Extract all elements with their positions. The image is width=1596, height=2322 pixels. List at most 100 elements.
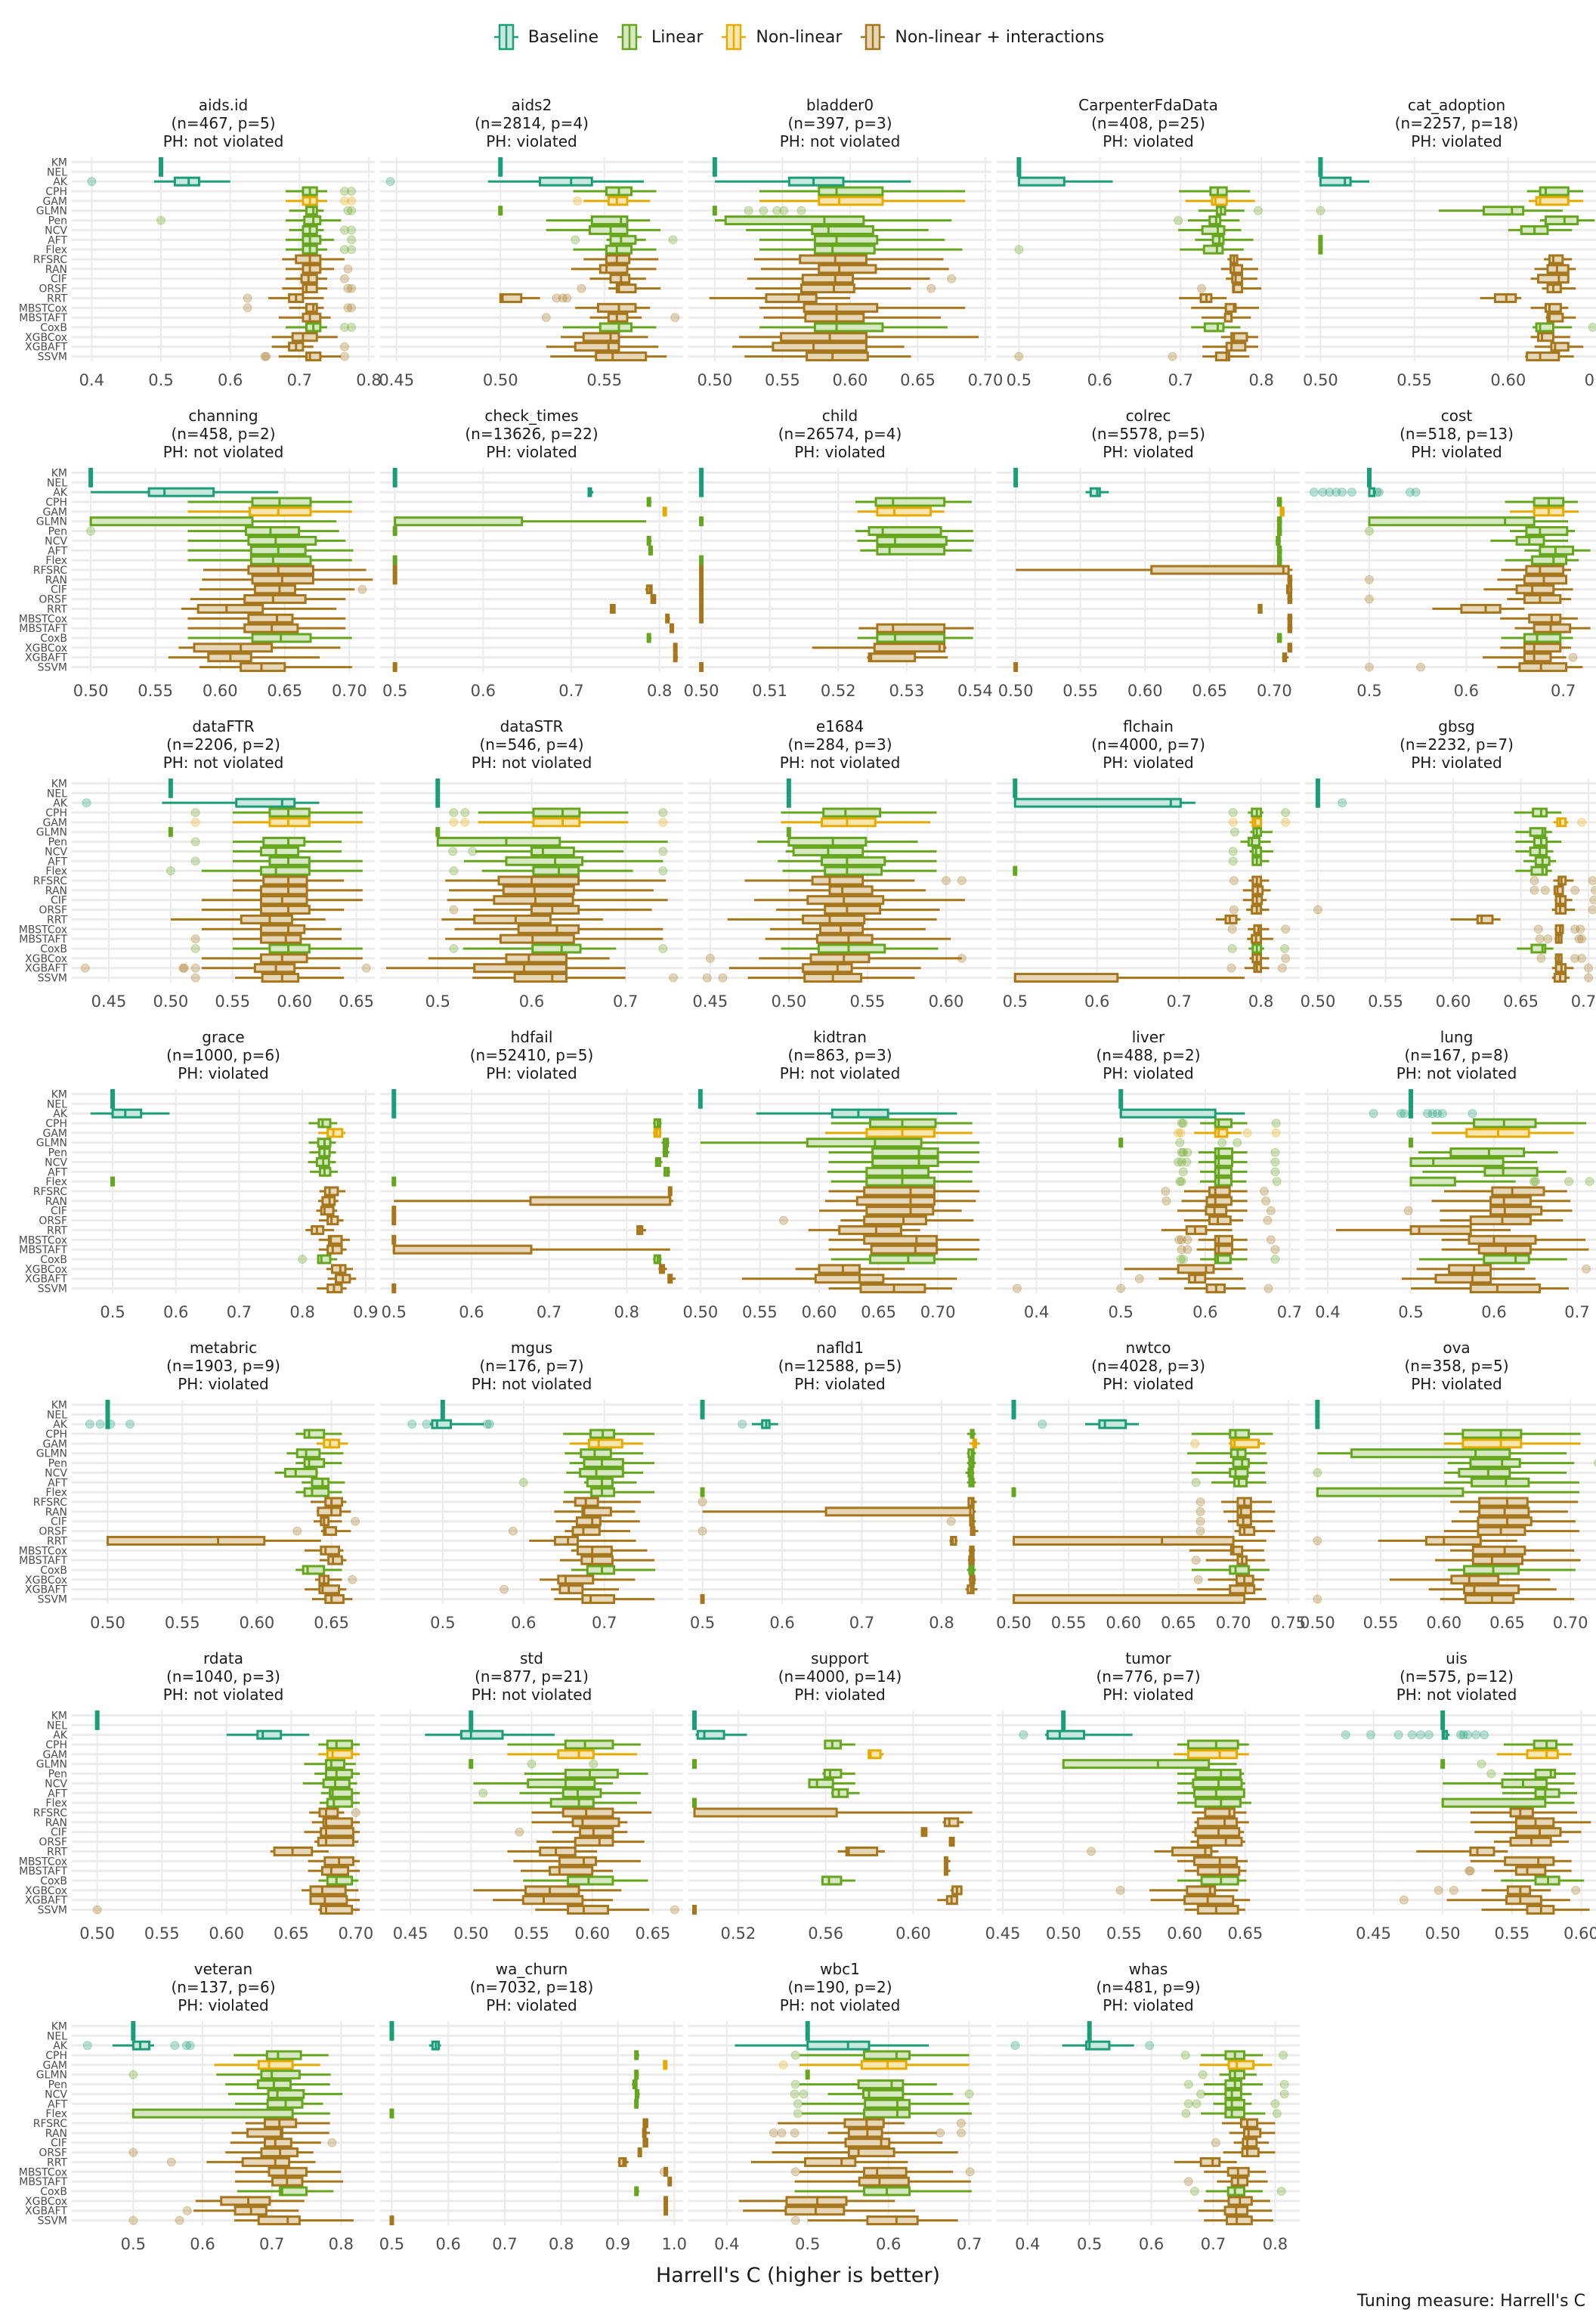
boxplot-CIF — [589, 274, 646, 284]
box — [1200, 1875, 1239, 1886]
box — [582, 332, 620, 342]
box — [317, 1506, 342, 1517]
boxplot-KM — [88, 467, 94, 478]
boxplot-MBSTCox — [759, 302, 966, 313]
boxplot-CIF — [304, 1827, 360, 1837]
boxplot-KM — [1315, 778, 1320, 788]
boxplot-XGBAFT — [271, 342, 349, 352]
box — [532, 817, 581, 828]
boxplot-KM — [435, 778, 441, 788]
y-tick-label: CoxB — [40, 633, 67, 645]
box — [326, 1797, 354, 1808]
box — [1489, 1196, 1532, 1206]
box — [459, 1729, 504, 1740]
y-tick-label: AK — [53, 2040, 68, 2052]
box — [844, 2138, 891, 2148]
boxplot-RFSRC — [1530, 875, 1596, 886]
outlier-point — [1570, 953, 1580, 963]
box — [557, 1749, 595, 1760]
outlier-point — [941, 876, 951, 885]
boxplot-CoxB — [1191, 322, 1241, 333]
outlier-point — [936, 2128, 945, 2138]
legend-item: Non-linear — [719, 23, 842, 51]
y-tick-label: Flex — [45, 865, 67, 878]
panel-title: dataSTR — [500, 717, 564, 735]
boxplot-XGBAFT — [1226, 963, 1287, 974]
y-tick-label: CoxB — [40, 2186, 67, 2198]
boxplot-CPH — [507, 1739, 641, 1750]
outlier-point — [1570, 885, 1580, 895]
y-tick-label: XGBCox — [25, 332, 67, 344]
y-tick-label: GLMN — [36, 827, 67, 839]
y-tick-label: GLMN — [36, 1138, 67, 1150]
boxplot-RAN — [316, 1506, 351, 1517]
outlier-point — [527, 1759, 537, 1769]
outlier-point — [1591, 885, 1596, 895]
boxplot-CoxB — [318, 1875, 359, 1886]
box — [1319, 176, 1352, 187]
boxplot-SSVM — [550, 351, 667, 362]
outlier-point — [1014, 245, 1024, 255]
outlier-point — [1227, 924, 1237, 934]
panel-ph-status: PH: violated — [178, 1996, 268, 2014]
y-tick-label: Flex — [45, 2108, 67, 2120]
boxplot-Flex — [286, 244, 357, 255]
boxplot-NCV — [1409, 1156, 1538, 1167]
box — [1214, 351, 1230, 362]
boxplot-AFT — [1443, 1477, 1579, 1488]
box — [249, 555, 312, 565]
box — [586, 1565, 616, 1575]
x-tick-label: 0.65 — [900, 371, 936, 389]
y-tick-label: XGBAFT — [25, 652, 67, 664]
panel-channing: channing(n=458, p=2)PH: not violatedKMNE… — [19, 407, 375, 700]
boxplot-RAN — [202, 574, 373, 585]
boxplot-RRT — [507, 1846, 598, 1856]
outlier-point — [658, 847, 668, 856]
boxplot-ORSF — [314, 1837, 359, 1847]
boxplot-RRT — [1174, 2156, 1237, 2167]
box — [1469, 1283, 1541, 1294]
box — [539, 176, 593, 187]
x-tick-label: 0.70 — [332, 682, 367, 700]
outlier-point — [1019, 1730, 1028, 1740]
x-tick-label: 0.8 — [647, 682, 672, 700]
box — [394, 516, 524, 527]
outlier-point — [573, 196, 582, 206]
box — [818, 196, 884, 206]
box — [1424, 1535, 1482, 1546]
boxplot-XGBAFT — [728, 963, 921, 974]
boxplot-XGBAFT — [1202, 342, 1258, 352]
panel-title: cost — [1441, 407, 1473, 425]
outlier-point — [1281, 924, 1291, 934]
boxplot-CIF — [316, 1206, 338, 1216]
x-tick-label: 0.45 — [1356, 1924, 1391, 1943]
x-tick-label: 0.5 — [425, 992, 450, 1011]
x-tick-label: 0.55 — [850, 992, 886, 1011]
outlier-point — [1405, 488, 1415, 497]
boxplot-MBSTCox — [454, 924, 663, 934]
outlier-point — [339, 323, 349, 332]
boxplot-Pen — [86, 526, 339, 537]
outlier-point — [1174, 1235, 1184, 1245]
boxplot-KM — [110, 1088, 116, 1099]
boxplot-KM — [105, 1399, 110, 1410]
boxplot-ORSF — [1440, 1215, 1564, 1226]
x-tick-label: 0.7 — [1166, 992, 1191, 1011]
panel-subtitle: (n=518, p=13) — [1400, 425, 1514, 443]
box — [876, 623, 946, 633]
boxplot-CIF — [1483, 584, 1573, 595]
box — [1226, 2186, 1245, 2197]
y-tick-label: XGBCox — [25, 1264, 67, 1276]
box — [1062, 1759, 1211, 1769]
boxplot-RRT — [499, 293, 572, 303]
outlier-point — [670, 1905, 679, 1915]
boxplot-NEL — [391, 1098, 397, 1109]
panel-ph-status: PH: violated — [1411, 754, 1502, 772]
boxplot-CoxB — [1419, 1254, 1567, 1265]
panel-ph-status: PH: violated — [178, 1375, 268, 1393]
box — [1192, 1778, 1243, 1788]
box — [1205, 1196, 1233, 1206]
boxplot-CPH — [1431, 1118, 1587, 1128]
boxplot-GAM — [1185, 196, 1255, 206]
